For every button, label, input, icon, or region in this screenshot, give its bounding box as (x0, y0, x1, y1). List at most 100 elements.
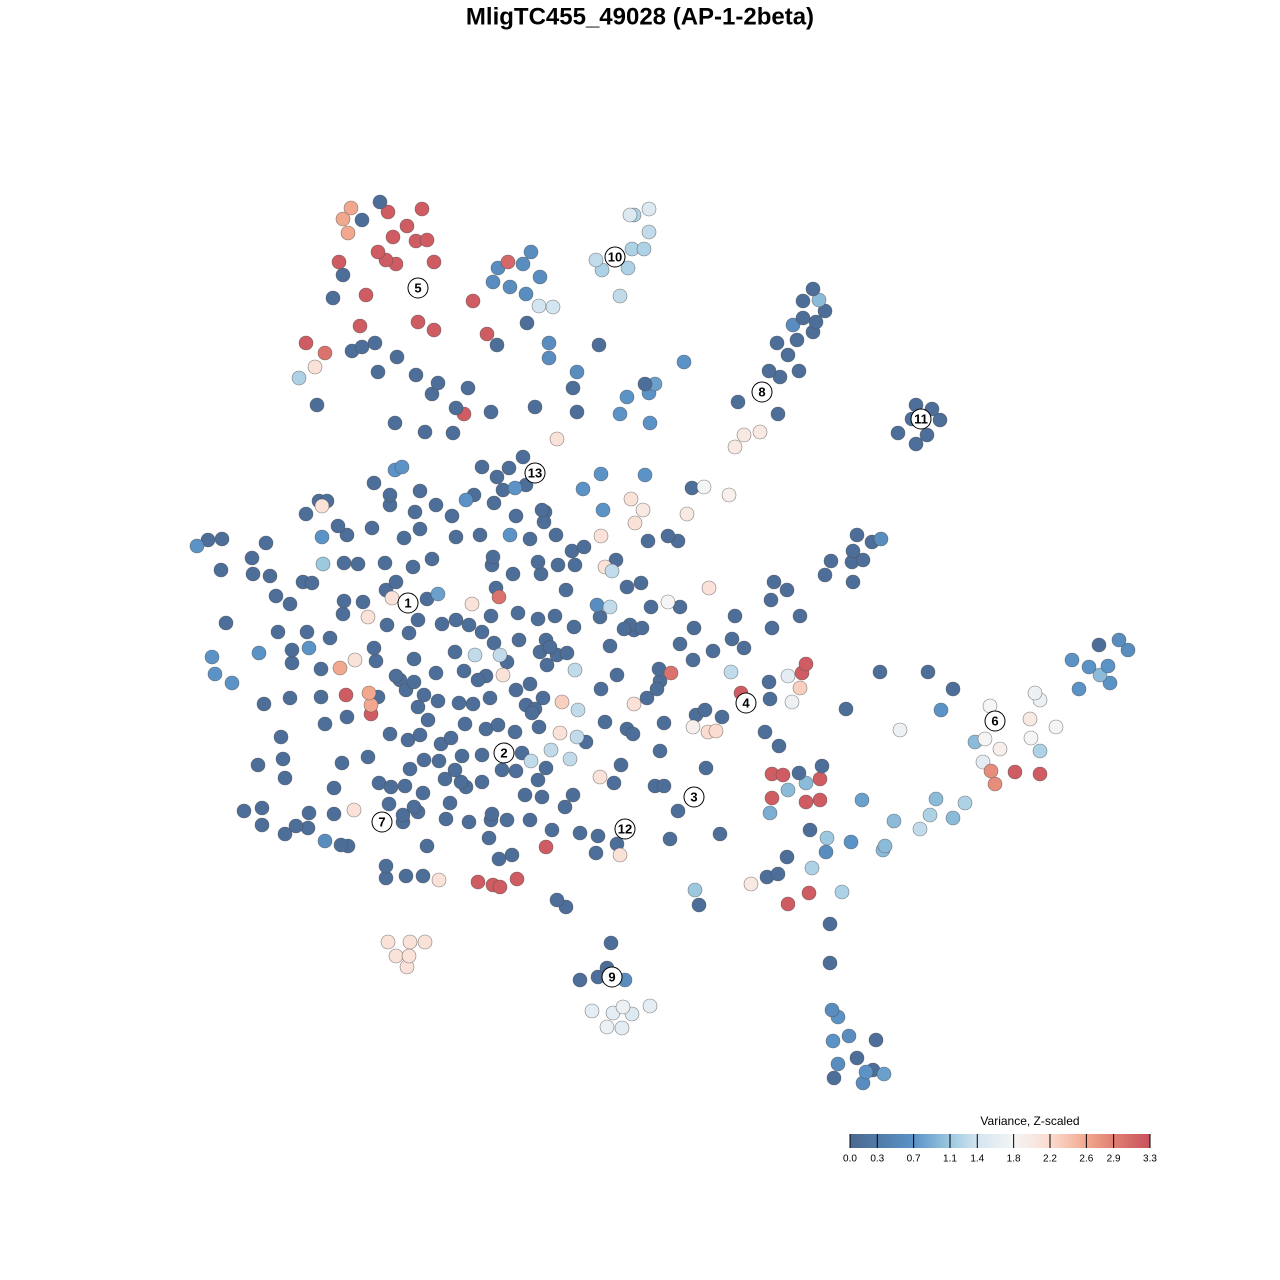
point (381, 796, 397, 812)
point (236, 803, 252, 819)
point (559, 645, 575, 661)
point (1027, 685, 1043, 701)
point (339, 709, 355, 725)
point (372, 194, 388, 210)
point (399, 218, 415, 234)
point (389, 349, 405, 365)
cluster-label: 4 (742, 695, 750, 710)
point (424, 551, 440, 567)
point (562, 751, 578, 767)
point (522, 812, 538, 828)
point (1071, 681, 1087, 697)
point (379, 617, 395, 633)
point (569, 364, 585, 380)
point (430, 375, 446, 391)
point (491, 589, 507, 605)
point (275, 751, 291, 767)
point (502, 527, 518, 543)
point (333, 837, 349, 853)
point (798, 775, 814, 791)
point (855, 552, 871, 568)
point (814, 758, 830, 774)
point (808, 314, 824, 330)
point (291, 370, 307, 386)
point (606, 775, 622, 791)
point (380, 204, 396, 220)
point (483, 404, 499, 420)
point (892, 722, 908, 738)
point (723, 664, 739, 680)
point (686, 620, 702, 636)
point (876, 1066, 892, 1082)
point (448, 400, 464, 416)
point (565, 380, 581, 396)
point (822, 955, 838, 971)
point (367, 335, 383, 351)
point (419, 838, 435, 854)
point (567, 662, 583, 678)
point (360, 609, 376, 625)
point (284, 642, 300, 658)
cluster-label-marker (683, 786, 705, 808)
point (313, 661, 329, 677)
point (819, 830, 835, 846)
point (549, 431, 565, 447)
point (920, 664, 936, 680)
point (284, 655, 300, 671)
point (908, 436, 924, 452)
point (957, 795, 973, 811)
cluster-label-marker (524, 462, 546, 484)
point (663, 665, 679, 681)
point (932, 412, 948, 428)
point (643, 599, 659, 615)
point (288, 818, 304, 834)
point (382, 487, 398, 503)
point (762, 691, 778, 707)
point (448, 612, 464, 628)
point (282, 690, 298, 706)
point (933, 702, 949, 718)
point (660, 528, 676, 544)
point (474, 624, 490, 640)
point (543, 742, 559, 758)
point (727, 439, 743, 455)
point (615, 999, 631, 1015)
point (557, 799, 573, 815)
cluster-label-marker (397, 592, 419, 614)
point (789, 332, 805, 348)
point (500, 254, 516, 270)
point (795, 310, 811, 326)
point (437, 771, 453, 787)
cluster-label-marker (984, 710, 1006, 732)
point (258, 535, 274, 551)
point (522, 531, 538, 547)
point (599, 1019, 615, 1035)
point (410, 612, 426, 628)
colorbar-title: Variance, Z-scaled (980, 1114, 1079, 1128)
point (1111, 632, 1127, 648)
point (434, 616, 450, 632)
point (354, 212, 370, 228)
cluster-label: 11 (914, 411, 928, 426)
point (352, 318, 368, 334)
point (447, 644, 463, 660)
point (396, 530, 412, 546)
point (481, 830, 497, 846)
point (672, 636, 688, 652)
point (457, 716, 473, 732)
point (535, 690, 551, 706)
point (507, 724, 523, 740)
colorbar-tick-label: 0.7 (907, 1154, 921, 1165)
point (804, 860, 820, 876)
point (565, 787, 581, 803)
point (705, 643, 721, 659)
point (592, 769, 608, 785)
point (849, 527, 865, 543)
point (554, 694, 570, 710)
point (873, 531, 889, 547)
cluster-label: 9 (608, 969, 615, 984)
colorbar-tick-label: 2.9 (1107, 1154, 1121, 1165)
point (317, 833, 333, 849)
point (474, 747, 490, 763)
point (213, 562, 229, 578)
